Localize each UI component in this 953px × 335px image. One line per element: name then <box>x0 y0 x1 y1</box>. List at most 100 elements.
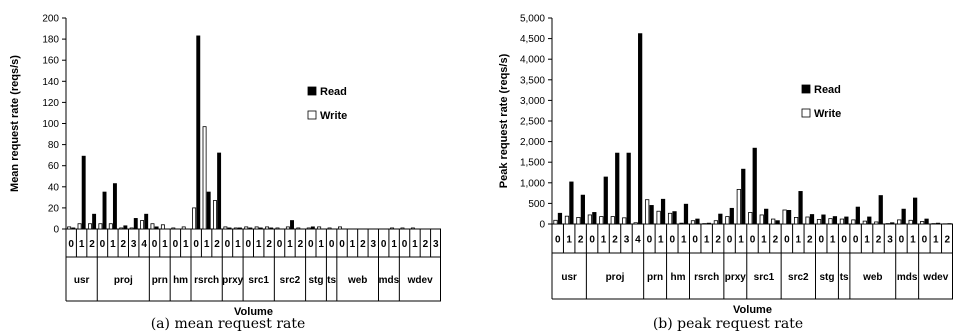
category-label: 3 <box>887 235 893 246</box>
bar-write <box>667 212 673 225</box>
bar-write <box>140 220 145 230</box>
category-label: 0 <box>853 235 859 246</box>
bar-read <box>855 206 860 225</box>
bar-write <box>254 226 259 230</box>
bar-write <box>265 226 270 230</box>
category-label: 0 <box>589 235 595 246</box>
bar-write <box>306 227 311 230</box>
chart-caption: (b) peak request rate <box>653 316 803 332</box>
category-label: 0 <box>246 239 252 250</box>
bar-write <box>410 227 415 230</box>
group-label: hm <box>173 275 188 286</box>
group-label: hm <box>671 272 686 283</box>
group-label: stg <box>309 275 324 286</box>
y-tick-label: 0 <box>53 225 59 236</box>
bar-write <box>150 223 155 230</box>
y-tick-label: 160 <box>42 56 59 67</box>
bar-read <box>890 222 895 225</box>
bar-write <box>920 221 925 225</box>
bar-read <box>718 213 723 225</box>
category-label: 1 <box>412 239 418 250</box>
group-label: ts <box>840 272 849 283</box>
bar-read <box>217 152 222 230</box>
group-label: usr <box>561 272 577 283</box>
category-label: 2 <box>89 239 95 250</box>
bar-write <box>171 227 176 230</box>
group-label: prn <box>647 272 663 283</box>
y-tick-label: 80 <box>48 140 60 151</box>
category-label: 3 <box>433 239 439 250</box>
bar-write <box>233 227 238 230</box>
bar-write <box>771 218 776 225</box>
y-tick-label: 2,000 <box>520 137 545 148</box>
category-label: 2 <box>360 239 366 250</box>
bar-read <box>821 214 826 225</box>
group-label: prxy <box>725 272 747 283</box>
bar-read <box>844 216 849 225</box>
bar-read <box>81 155 86 230</box>
bar-write <box>192 207 197 230</box>
bar-write <box>599 216 604 225</box>
category-label: 0 <box>727 235 733 246</box>
bar-read <box>809 214 815 225</box>
bar-read <box>290 220 294 230</box>
category-label: 1 <box>566 235 572 246</box>
bar-write <box>244 226 249 230</box>
group-label: src1 <box>248 275 269 286</box>
y-tick-label: 60 <box>48 161 60 172</box>
y-tick-label: 100 <box>42 119 59 130</box>
bar-write <box>633 222 638 225</box>
bar-read <box>92 213 97 230</box>
category-label: 1 <box>658 235 664 246</box>
bar-write <box>816 219 822 225</box>
category-label: 1 <box>761 235 767 246</box>
bar-write <box>839 218 845 225</box>
category-label: 0 <box>100 239 106 250</box>
category-label: 0 <box>784 235 790 246</box>
category-label: 3 <box>131 239 137 250</box>
category-label: 3 <box>371 239 377 250</box>
group-label: mds <box>379 275 400 286</box>
bar-read <box>227 227 232 230</box>
y-tick-label: 1,000 <box>520 178 545 189</box>
bar-write <box>119 227 124 230</box>
category-label: 2 <box>876 235 882 246</box>
bar-read <box>752 147 757 225</box>
group-label: web <box>862 272 882 283</box>
bar-write <box>77 223 82 230</box>
group-label: prxy <box>222 275 244 286</box>
legend-label-write: Write <box>814 108 841 120</box>
bar-read <box>741 168 746 225</box>
bar-write <box>874 221 879 225</box>
bar-read <box>832 216 838 225</box>
category-label: 2 <box>578 235 584 246</box>
category-label: 1 <box>318 239 324 250</box>
y-tick-label: 20 <box>48 203 60 214</box>
bar-write <box>88 223 92 230</box>
y-tick-label: 4,500 <box>520 34 545 45</box>
bar-write <box>275 227 280 230</box>
category-label: 0 <box>225 239 231 250</box>
bar-write <box>98 223 103 230</box>
group-label: ts <box>327 275 336 286</box>
bar-write <box>108 223 113 230</box>
category-label: 0 <box>555 235 561 246</box>
y-tick-label: 120 <box>42 98 59 109</box>
category-label: 1 <box>204 239 210 250</box>
bar-write <box>587 214 592 225</box>
bar-read <box>764 208 769 225</box>
category-label: 1 <box>601 235 607 246</box>
category-label: 1 <box>830 235 836 246</box>
category-label: 1 <box>110 239 116 250</box>
category-label: 2 <box>807 235 813 246</box>
bar-read <box>154 226 159 230</box>
bar-write <box>576 217 581 225</box>
bar-write <box>748 212 753 225</box>
bar-read <box>913 197 918 225</box>
bar-read <box>798 191 803 225</box>
category-label: 1 <box>79 239 85 250</box>
group-label: stg <box>819 272 834 283</box>
legend-swatch-read <box>801 84 811 94</box>
category-label: 0 <box>899 235 905 246</box>
category-label: 2 <box>944 235 950 246</box>
